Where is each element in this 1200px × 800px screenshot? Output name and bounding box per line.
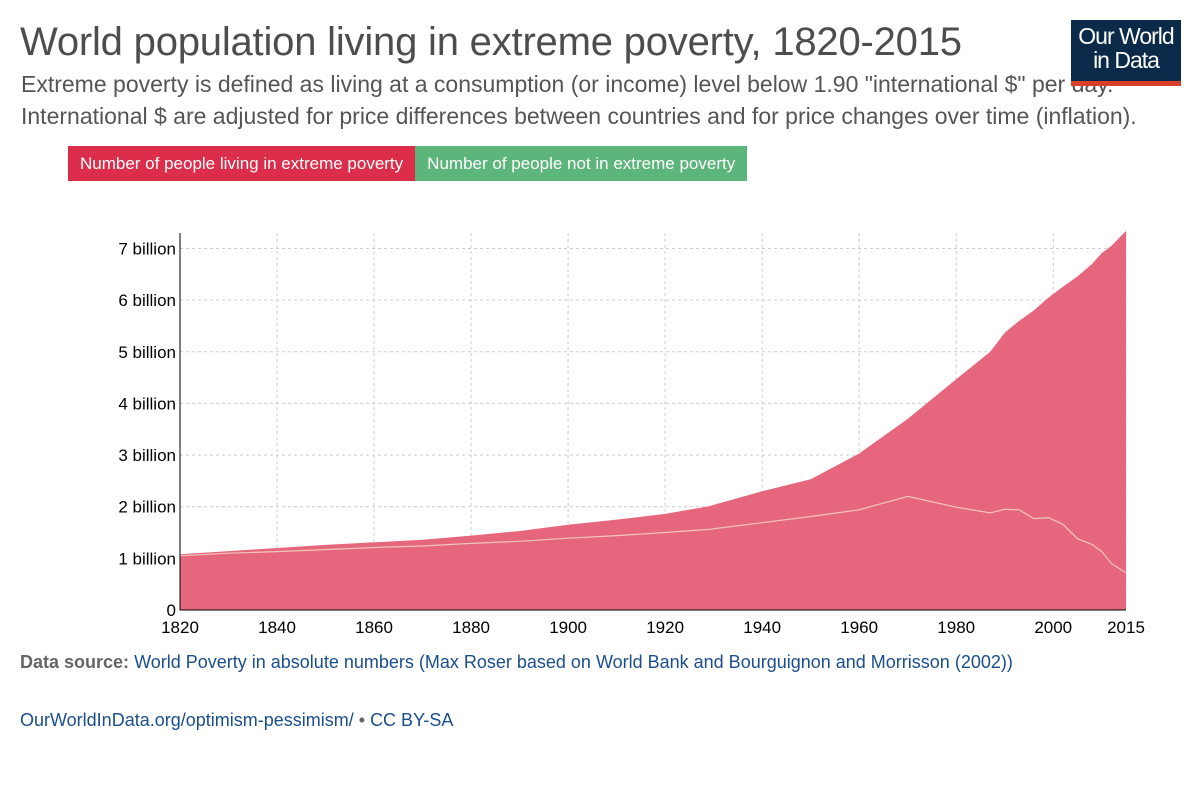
legend-item-extreme-poverty[interactable]: Number of people living in extreme pover… xyxy=(68,146,416,181)
footer-url-link[interactable]: OurWorldInData.org/optimism-pessimism/ xyxy=(20,710,354,730)
y-tick-label: 6 billion xyxy=(118,291,176,310)
chart-footer: OurWorldInData.org/optimism-pessimism/ •… xyxy=(20,710,453,731)
logo-text-line-1: Our World xyxy=(1078,23,1174,49)
owid-logo[interactable]: Our World in Data xyxy=(1071,20,1181,86)
x-tick-label: 1900 xyxy=(549,618,587,637)
chart-subtitle-line-2: International $ are adjusted for price d… xyxy=(21,103,1137,129)
x-tick-label: 1860 xyxy=(355,618,393,637)
y-tick-label: 7 billion xyxy=(118,239,176,258)
area-series-extreme-poverty xyxy=(180,496,1126,610)
chart-title: World population living in extreme pover… xyxy=(20,20,962,64)
y-tick-label: 5 billion xyxy=(118,343,176,362)
y-tick-label: 2 billion xyxy=(118,498,176,517)
y-tick-label: 1 billion xyxy=(118,549,176,568)
area-layer xyxy=(179,230,1127,610)
axis-layer: 0 1 billion 2 billion 3 billion 4 billion 5 b… xyxy=(118,233,1145,637)
area-series-not-extreme-poverty xyxy=(180,230,1126,573)
chart-legend: Number of people living in extreme pover… xyxy=(68,146,748,181)
data-source-label: Data source: xyxy=(20,652,130,672)
data-source: Data source: World Poverty in absolute n… xyxy=(20,650,1130,674)
y-tick-label: 0 xyxy=(167,601,176,620)
x-tick-label: 2015 xyxy=(1107,618,1145,637)
x-tick-label: 1820 xyxy=(161,618,199,637)
data-source-link[interactable]: World Poverty in absolute numbers (Max R… xyxy=(134,652,1013,672)
footer-separator: • xyxy=(353,710,371,730)
legend-item-not-extreme-poverty[interactable]: Number of people not in extreme poverty xyxy=(415,146,748,181)
x-tick-label: 1880 xyxy=(452,618,490,637)
y-tick-label: 3 billion xyxy=(118,446,176,465)
series-boundary-line xyxy=(179,495,1127,574)
x-tick-label: 1840 xyxy=(258,618,296,637)
x-tick-label: 2000 xyxy=(1034,618,1072,637)
y-tick-label: 4 billion xyxy=(118,394,176,413)
x-tick-label: 1960 xyxy=(840,618,878,637)
chart-subtitle-line-1: Extreme poverty is defined as living at … xyxy=(21,71,1114,97)
logo-text-line-2: in Data xyxy=(1093,47,1160,73)
x-tick-label: 1940 xyxy=(743,618,781,637)
x-tick-label: 1920 xyxy=(646,618,684,637)
license-link[interactable]: CC BY-SA xyxy=(370,710,454,730)
x-tick-label: 1980 xyxy=(937,618,975,637)
